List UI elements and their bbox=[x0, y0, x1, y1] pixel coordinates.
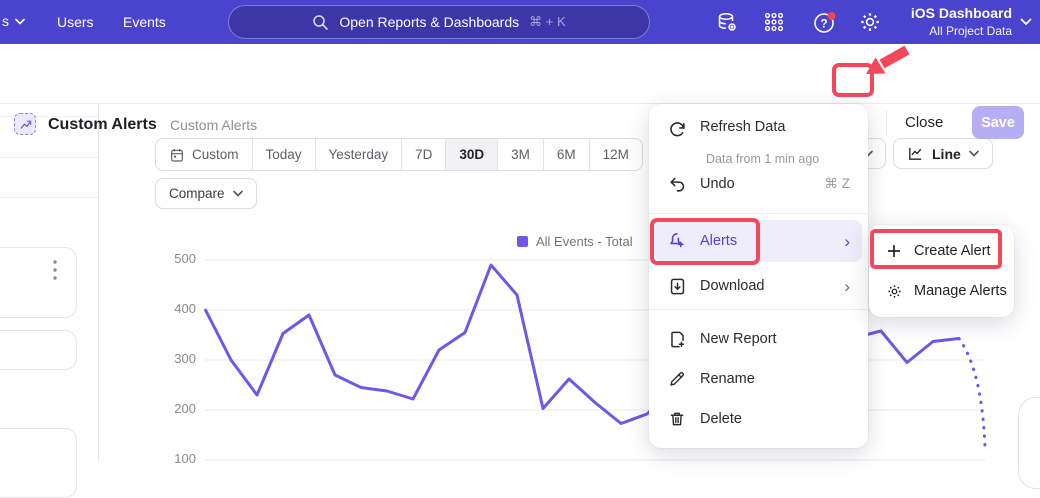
sidebar-card[interactable] bbox=[0, 330, 77, 370]
cutoff-panel-corner bbox=[1018, 397, 1040, 489]
menu-divider bbox=[649, 309, 868, 310]
save-button[interactable]: Save bbox=[972, 106, 1024, 139]
y-axis-tick-label: 100 bbox=[174, 451, 196, 466]
date-range-30d-active[interactable]: 30D bbox=[446, 139, 498, 170]
nav-events-item[interactable]: Events bbox=[123, 14, 166, 30]
notification-dot bbox=[828, 12, 836, 20]
header-divider bbox=[886, 110, 887, 136]
date-range-label: Custom bbox=[192, 147, 239, 162]
submenu-item-manage-alerts[interactable]: Manage Alerts bbox=[875, 271, 1008, 311]
date-range-custom[interactable]: Custom bbox=[156, 139, 253, 170]
plus-icon bbox=[885, 241, 903, 261]
project-scope: All Project Data bbox=[911, 23, 1012, 39]
refresh-icon bbox=[667, 119, 687, 139]
date-range-selector: Custom Today Yesterday 7D 30D 3M 6M 12M bbox=[155, 138, 643, 171]
menu-divider bbox=[649, 213, 868, 214]
submenu-item-label: Manage Alerts bbox=[914, 283, 1007, 299]
menu-item-undo[interactable]: Undo ⌘ Z bbox=[655, 164, 862, 204]
sidebar-card[interactable] bbox=[0, 247, 77, 318]
menu-item-delete[interactable]: Delete bbox=[655, 399, 862, 439]
page-title: Custom Alerts bbox=[48, 116, 157, 134]
menu-item-download[interactable]: Download › bbox=[655, 266, 862, 306]
submenu-chevron-icon: › bbox=[844, 278, 850, 295]
chart-type-label: Line bbox=[932, 146, 961, 162]
search-shortcut: ⌘ + K bbox=[529, 14, 566, 30]
chevron-down-icon bbox=[1020, 18, 1032, 26]
date-range-3m[interactable]: 3M bbox=[498, 139, 544, 170]
data-management-icon[interactable] bbox=[715, 10, 739, 34]
compare-button[interactable]: Compare bbox=[155, 178, 257, 209]
search-placeholder: Open Reports & Dashboards bbox=[339, 14, 519, 30]
sidebar-divider bbox=[0, 197, 98, 198]
compare-label: Compare bbox=[169, 186, 225, 201]
menu-item-refresh-data[interactable]: Refresh Data Data from 1 min ago bbox=[655, 110, 862, 160]
trash-icon bbox=[667, 409, 687, 429]
submenu-item-label: Create Alert bbox=[914, 243, 991, 259]
chart-type-dropdown[interactable]: Line bbox=[893, 138, 993, 169]
menu-item-label: Download bbox=[700, 278, 765, 294]
help-icon[interactable]: ? bbox=[812, 10, 836, 34]
breadcrumb: Custom Alerts bbox=[170, 117, 257, 133]
nav-brand-fragment: s bbox=[2, 13, 9, 29]
line-chart-icon bbox=[907, 145, 924, 162]
undo-icon bbox=[667, 174, 687, 194]
menu-item-label: Refresh Data bbox=[700, 119, 785, 135]
search-icon bbox=[312, 14, 329, 31]
chevron-down-icon bbox=[233, 190, 243, 197]
menu-item-label: Delete bbox=[700, 411, 742, 427]
y-axis-tick-label: 300 bbox=[174, 351, 196, 366]
legend-label: All Events - Total bbox=[536, 234, 633, 249]
submenu-chevron-icon: › bbox=[844, 233, 850, 250]
alerts-submenu: Create Alert Manage Alerts bbox=[869, 225, 1014, 317]
nav-boards-item[interactable]: s bbox=[2, 13, 25, 29]
date-range-6m[interactable]: 6M bbox=[544, 139, 590, 170]
legend-swatch bbox=[517, 236, 528, 247]
menu-item-shortcut: ⌘ Z bbox=[825, 176, 851, 192]
menu-item-label: Rename bbox=[700, 371, 755, 387]
submenu-item-create-alert[interactable]: Create Alert bbox=[875, 231, 1008, 271]
gear-icon bbox=[885, 281, 903, 301]
menu-item-label: Alerts bbox=[700, 233, 737, 249]
y-axis-tick-label: 500 bbox=[174, 251, 196, 266]
close-button[interactable]: Close bbox=[905, 114, 943, 131]
svg-text:?: ? bbox=[820, 17, 827, 31]
series-line-projected bbox=[959, 339, 985, 448]
apps-grid-icon[interactable] bbox=[762, 10, 786, 34]
chevron-down-icon bbox=[969, 150, 979, 157]
report-options-menu: Refresh Data Data from 1 min ago Undo ⌘ … bbox=[649, 104, 868, 448]
menu-item-rename[interactable]: Rename bbox=[655, 359, 862, 399]
date-range-12m[interactable]: 12M bbox=[590, 139, 642, 170]
chevron-down-icon bbox=[15, 18, 25, 25]
report-type-icon bbox=[14, 113, 36, 135]
date-range-7d[interactable]: 7D bbox=[402, 139, 446, 170]
report-header: Custom Alerts Custom Alerts GV Duplicate… bbox=[0, 44, 1040, 104]
y-axis-tick-label: 400 bbox=[174, 301, 196, 316]
file-plus-icon bbox=[667, 329, 687, 349]
settings-gear-icon[interactable] bbox=[858, 10, 882, 34]
date-range-yesterday[interactable]: Yesterday bbox=[316, 139, 403, 170]
sidebar-divider bbox=[0, 157, 98, 158]
nav-users-item[interactable]: Users bbox=[57, 14, 94, 30]
calendar-icon bbox=[169, 147, 185, 163]
project-switcher[interactable]: iOS Dashboard All Project Data bbox=[911, 4, 1012, 39]
chart-legend: All Events - Total bbox=[517, 234, 633, 249]
menu-item-label: Undo bbox=[700, 176, 735, 192]
pencil-icon bbox=[667, 369, 687, 389]
menu-item-label: New Report bbox=[700, 331, 777, 347]
left-sidebar bbox=[0, 103, 99, 462]
project-name: iOS Dashboard bbox=[911, 4, 1012, 23]
menu-item-new-report[interactable]: New Report bbox=[655, 319, 862, 359]
menu-item-alerts[interactable]: Alerts › bbox=[655, 220, 862, 262]
global-search-input[interactable]: Open Reports & Dashboards ⌘ + K bbox=[228, 5, 650, 39]
bell-plus-icon bbox=[667, 231, 687, 251]
y-axis-tick-label: 200 bbox=[174, 401, 196, 416]
download-icon bbox=[667, 276, 687, 296]
kebab-menu-icon[interactable] bbox=[52, 259, 58, 281]
date-range-today[interactable]: Today bbox=[253, 139, 316, 170]
top-navbar: s Users Events Open Reports & Dashboards… bbox=[0, 0, 1040, 44]
sidebar-card[interactable] bbox=[0, 428, 77, 498]
